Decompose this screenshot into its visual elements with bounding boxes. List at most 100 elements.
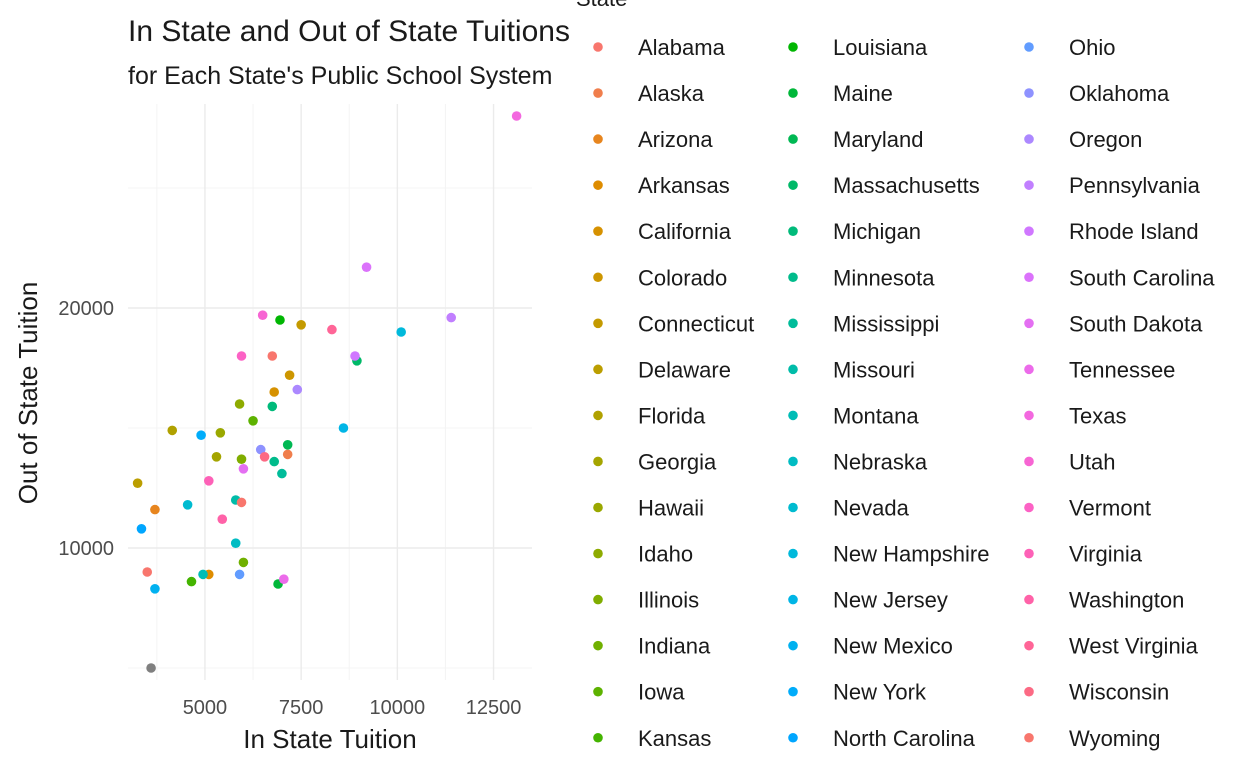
legend-item: Pennsylvania xyxy=(1024,173,1201,198)
legend-item: Maine xyxy=(788,81,893,106)
legend-item: Hawaii xyxy=(593,496,704,521)
legend-item: Arkansas xyxy=(593,173,730,198)
legend-swatch xyxy=(1024,456,1034,467)
data-point xyxy=(279,574,289,584)
legend-swatch xyxy=(788,42,798,52)
data-points xyxy=(132,111,522,673)
legend-swatch xyxy=(1024,410,1034,421)
chart-title: In State and Out of State Tuitions xyxy=(128,15,570,48)
legend-swatch xyxy=(1024,88,1034,98)
legend-item: New Mexico xyxy=(788,634,953,659)
legend-item: Michigan xyxy=(788,219,921,244)
legend-swatch xyxy=(788,88,798,98)
legend-item: Washington xyxy=(1024,588,1184,613)
legend-swatch xyxy=(788,502,798,513)
legend-swatch xyxy=(593,594,603,605)
legend-item: Iowa xyxy=(593,680,685,705)
data-point xyxy=(284,370,295,381)
legend-label: Utah xyxy=(1069,449,1115,474)
legend-swatch xyxy=(1024,686,1034,697)
data-point xyxy=(511,111,522,121)
data-point xyxy=(236,351,247,361)
legend-swatch xyxy=(1024,594,1034,605)
legend-swatch xyxy=(593,732,603,743)
legend-label: South Dakota xyxy=(1069,311,1203,336)
legend-item: New York xyxy=(788,680,927,705)
legend-label: Mississippi xyxy=(833,311,939,336)
legend-swatch xyxy=(788,226,798,236)
data-point xyxy=(275,315,285,325)
legend-item: Utah xyxy=(1024,449,1115,474)
legend-swatch xyxy=(1024,42,1034,52)
legend-item: Kansas xyxy=(593,726,711,751)
y-tick-label: 20000 xyxy=(58,298,114,320)
legend-swatch xyxy=(788,410,798,421)
y-tick-label: 10000 xyxy=(58,538,114,560)
axis-ticks: 5000 7500 10000 12500 10000 20000 xyxy=(58,298,521,719)
data-point xyxy=(150,584,160,594)
legend-label: Arizona xyxy=(638,127,713,152)
legend-item: Alaska xyxy=(593,81,705,106)
legend-label: Vermont xyxy=(1069,496,1151,521)
data-point xyxy=(132,478,143,489)
legend-item: Virginia xyxy=(1024,542,1143,567)
data-point xyxy=(196,430,206,441)
legend-label: Indiana xyxy=(638,634,711,659)
legend-item: Oregon xyxy=(1024,127,1142,152)
data-point xyxy=(234,399,245,409)
grid xyxy=(128,104,532,680)
legend-label: Illinois xyxy=(638,588,699,613)
legend-label: New Hampshire xyxy=(833,542,990,567)
legend-label: Tennessee xyxy=(1069,357,1175,382)
legend-label: Wyoming xyxy=(1069,726,1161,751)
data-point xyxy=(186,576,197,587)
legend-label: Maryland xyxy=(833,127,923,152)
legend-item: Wyoming xyxy=(1024,726,1161,751)
data-point xyxy=(296,320,306,330)
data-point xyxy=(217,514,228,524)
legend-item: Nebraska xyxy=(788,449,928,474)
legend-label: California xyxy=(638,219,732,244)
legend-swatch xyxy=(593,502,603,513)
legend-item: Tennessee xyxy=(1024,357,1175,382)
legend-swatch xyxy=(593,226,603,236)
data-point xyxy=(269,456,280,467)
legend-item: Indiana xyxy=(593,634,711,659)
legend-swatch xyxy=(593,640,603,651)
y-axis-title: Out of State Tuition xyxy=(13,282,43,505)
legend-swatch xyxy=(788,640,798,651)
legend-item: Louisiana xyxy=(788,35,928,60)
legend-item: Rhode Island xyxy=(1024,219,1199,244)
legend-label: West Virginia xyxy=(1069,634,1199,659)
data-point xyxy=(236,497,247,508)
legend-item: West Virginia xyxy=(1024,634,1199,659)
legend-swatch xyxy=(1024,502,1034,513)
data-point xyxy=(198,569,208,580)
legend-label: Maine xyxy=(833,81,893,106)
legend-swatch xyxy=(788,272,798,283)
legend-swatch xyxy=(1024,548,1034,559)
legend-swatch xyxy=(1024,732,1034,743)
legend-label: Rhode Island xyxy=(1069,219,1199,244)
legend-item: Minnesota xyxy=(788,265,935,290)
data-point xyxy=(277,468,287,479)
legend-label: Minnesota xyxy=(833,265,935,290)
legend-item: South Carolina xyxy=(1024,265,1215,290)
legend-label: Connecticut xyxy=(638,311,754,336)
data-point xyxy=(238,557,249,568)
legend-swatch xyxy=(593,456,603,467)
data-point xyxy=(361,262,372,273)
legend-label: Oregon xyxy=(1069,127,1142,152)
data-point xyxy=(146,663,156,673)
legend-item: Nevada xyxy=(788,496,910,521)
legend-swatch xyxy=(788,456,798,467)
data-point xyxy=(396,327,406,337)
data-point xyxy=(136,524,147,534)
legend-item: Arizona xyxy=(593,127,713,152)
legend-item: Texas xyxy=(1024,403,1126,428)
legend-item: Wisconsin xyxy=(1024,680,1169,705)
legend-swatch xyxy=(593,88,603,98)
legend-label: New York xyxy=(833,680,927,705)
x-tick-label: 10000 xyxy=(370,697,426,719)
